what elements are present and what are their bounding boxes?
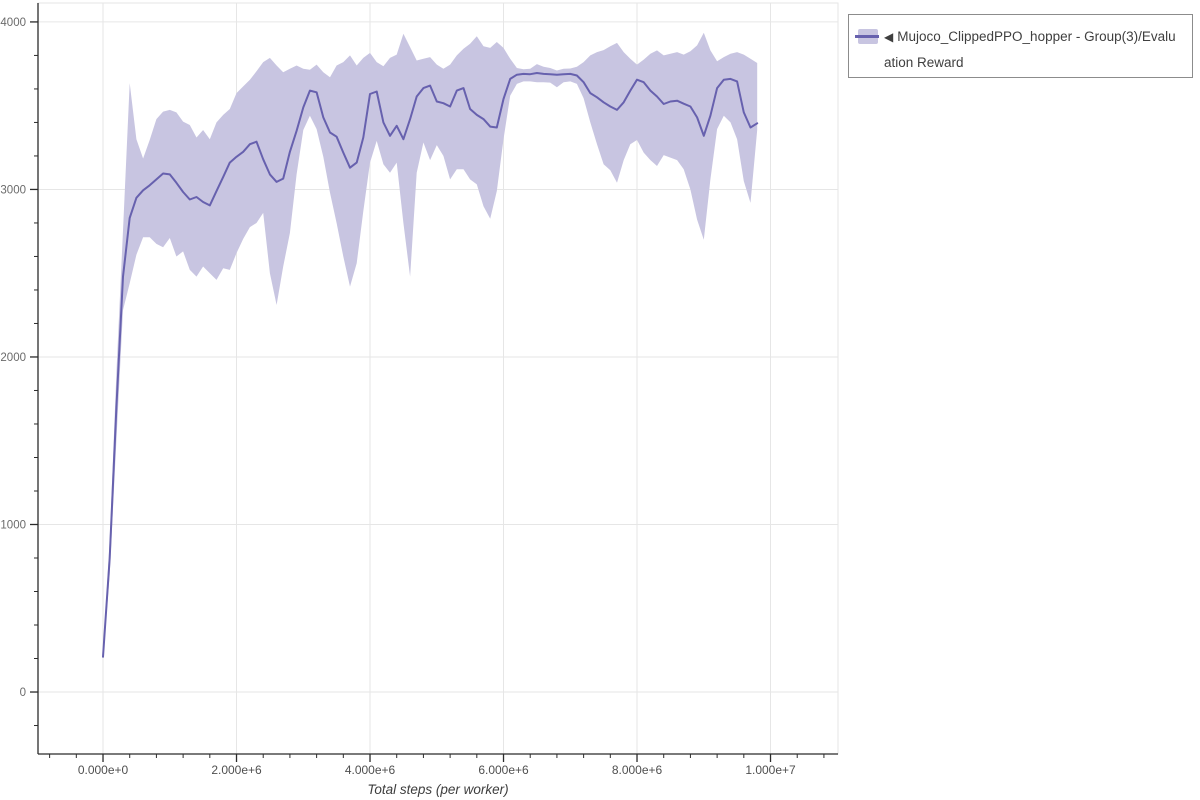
y-tick-label: 1000	[0, 519, 26, 531]
x-tick-label: 8.000e+6	[612, 763, 663, 777]
series-swatch-icon	[855, 29, 879, 44]
y-tick-label: 2000	[0, 352, 26, 364]
legend: ◀ Mujoco_ClippedPPO_hopper - Group(3)/Eva…	[848, 14, 1193, 78]
y-tick-label: 0	[20, 687, 26, 699]
x-tick-label: 6.000e+6	[478, 763, 529, 777]
legend-item[interactable]: ◀ Mujoco_ClippedPPO_hopper - Group(3)/Eva…	[884, 24, 1182, 75]
x-tick-label: 2.000e+6	[211, 763, 262, 777]
y-tick-label: 4000	[0, 17, 26, 29]
y-tick-label: 3000	[0, 184, 26, 196]
legend-marker-icon: ◀	[884, 30, 894, 44]
confidence-band	[103, 32, 758, 659]
x-tick-label: 1.000e+7	[745, 763, 796, 777]
x-axis-title: Total steps (per worker)	[367, 782, 508, 797]
legend-item-label: Mujoco_ClippedPPO_hopper - Group(3)/Eval…	[884, 29, 1176, 70]
x-tick-label: 0.000e+0	[78, 763, 129, 777]
series-line[interactable]	[102, 72, 759, 658]
x-tick-label: 4.000e+6	[345, 763, 396, 777]
